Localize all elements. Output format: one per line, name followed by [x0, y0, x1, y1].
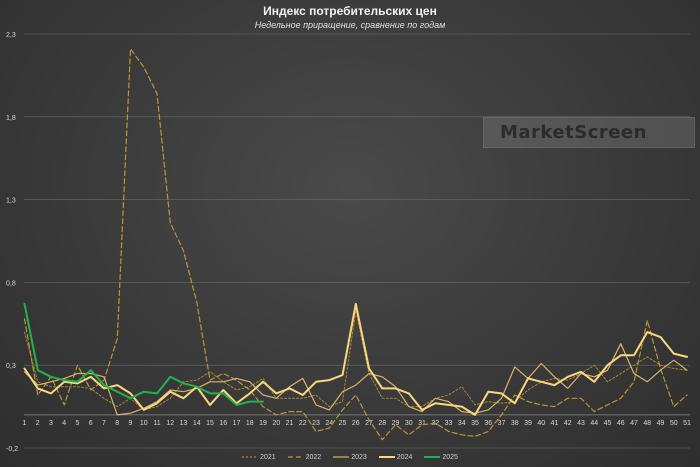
- x-tick-label: 7: [102, 420, 106, 427]
- legend-item-2023: 2023: [333, 454, 367, 461]
- x-tick-label: 26: [352, 420, 360, 427]
- x-tick-label: 44: [590, 420, 598, 427]
- x-tick-label: 38: [511, 420, 519, 427]
- y-tick-label: 1,8: [6, 115, 16, 122]
- x-tick-label: 8: [115, 420, 119, 427]
- x-tick-label: 28: [378, 420, 386, 427]
- legend-item-2024: 2024: [378, 454, 413, 461]
- x-tick-label: 21: [286, 420, 294, 427]
- x-tick-label: 33: [445, 420, 453, 427]
- x-tick-label: 23: [312, 420, 320, 427]
- x-tick-label: 27: [365, 420, 373, 427]
- x-tick-label: 41: [551, 420, 559, 427]
- x-tick-label: 47: [630, 420, 638, 427]
- x-tick-label: 20: [272, 420, 280, 427]
- x-tick-label: 5: [76, 420, 80, 427]
- series-line-2025: [23, 302, 264, 406]
- y-axis-ticks: 2,3 1,8 1,3 0,8 0,3 -0,2: [6, 32, 18, 453]
- x-tick-label: 51: [683, 420, 691, 427]
- series-line-2022: [23, 48, 688, 441]
- x-tick-label: 18: [246, 420, 254, 427]
- legend-swatch: [424, 456, 441, 459]
- x-tick-label: 25: [339, 420, 347, 427]
- x-tick-label: 6: [89, 420, 93, 427]
- x-tick-label: 2: [36, 420, 40, 427]
- x-tick-label: 1: [23, 420, 27, 427]
- x-tick-label: 42: [564, 420, 572, 427]
- legend-swatch: [378, 456, 395, 459]
- x-tick-label: 29: [392, 420, 400, 427]
- watermark-text: MarketScreen: [500, 122, 647, 143]
- legend-item-2021: 2021: [242, 454, 276, 461]
- x-tick-label: 22: [299, 420, 307, 427]
- legend-label: 2025: [442, 454, 458, 461]
- legend: 2021 2022 2023 2024 2025: [0, 454, 700, 461]
- y-tick-label: 0,3: [6, 363, 16, 370]
- x-tick-label: 46: [617, 420, 625, 427]
- chart-subtitle: Недельное приращение, сравнение по годам: [254, 20, 446, 30]
- x-tick-label: 50: [670, 420, 678, 427]
- series-lines: [23, 48, 688, 441]
- x-axis-ticks: 1 2 3 4 5 6 7 8 9 10 11 12 13 14 15 16 17 18 19 20 21 22 23 24 2…: [23, 420, 691, 427]
- legend-swatch: [242, 456, 259, 458]
- x-tick-label: 37: [498, 420, 506, 427]
- x-tick-label: 31: [418, 420, 426, 427]
- x-tick-label: 3: [49, 420, 53, 427]
- x-tick-label: 45: [604, 420, 612, 427]
- series-line-2021: [24, 310, 688, 411]
- series-line-2024: [23, 302, 688, 416]
- watermark-logo: MarketScreen: [483, 117, 695, 148]
- legend-label: 2024: [396, 454, 413, 461]
- x-tick-label: 36: [484, 420, 492, 427]
- x-tick-label: 17: [233, 420, 241, 427]
- legend-label: 2021: [260, 454, 276, 461]
- x-tick-label: 49: [657, 420, 665, 427]
- x-tick-label: 30: [405, 420, 413, 427]
- x-tick-label: 9: [129, 420, 133, 427]
- legend-label: 2022: [305, 454, 322, 461]
- x-tick-label: 15: [206, 420, 214, 427]
- x-tick-label: 40: [537, 420, 545, 427]
- x-tick-label: 4: [62, 420, 66, 427]
- chart-title: Индекс потребительских цен: [263, 4, 437, 18]
- legend-item-2022: 2022: [287, 454, 322, 461]
- x-tick-label: 43: [577, 420, 585, 427]
- x-tick-label: 11: [153, 420, 160, 427]
- x-tick-label: 16: [219, 420, 227, 427]
- legend-item-2025: 2025: [424, 454, 458, 461]
- series-line-2023: [23, 343, 688, 416]
- x-tick-label: 24: [325, 420, 333, 427]
- x-tick-label: 48: [643, 420, 651, 427]
- gridlines: [24, 33, 690, 449]
- y-tick-label: 2,3: [6, 32, 16, 39]
- x-tick-label: 13: [180, 420, 188, 427]
- x-tick-label: 12: [166, 420, 174, 427]
- y-tick-label: 1,3: [6, 198, 16, 205]
- legend-swatch: [287, 456, 304, 458]
- legend-label: 2023: [351, 454, 367, 461]
- x-tick-label: 14: [193, 420, 201, 427]
- x-tick-label: 39: [524, 420, 532, 427]
- x-tick-label: 35: [471, 420, 479, 427]
- y-tick-label: -0,2: [6, 446, 18, 453]
- x-tick-label: 10: [140, 420, 148, 427]
- x-tick-label: 19: [259, 420, 267, 427]
- x-tick-label: 34: [458, 420, 466, 427]
- legend-swatch: [333, 456, 350, 458]
- y-tick-label: 0,8: [6, 280, 16, 287]
